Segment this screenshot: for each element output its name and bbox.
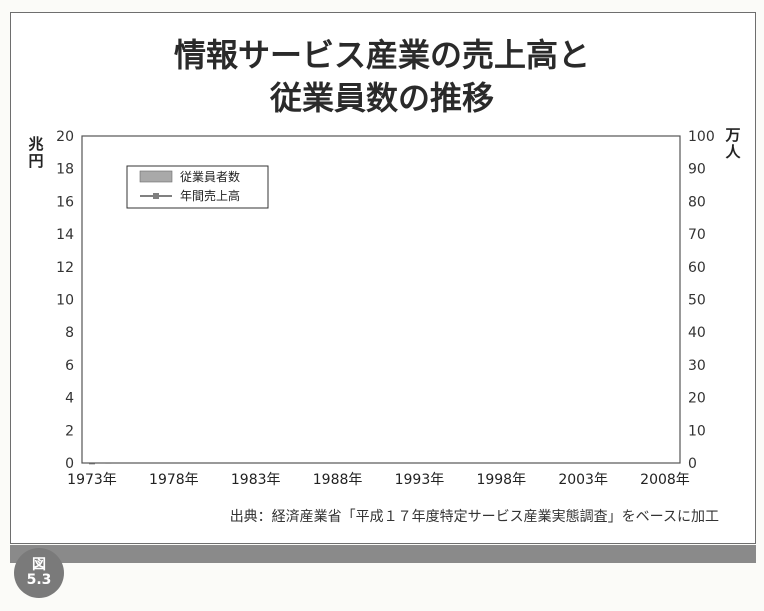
left-axis-tick-label: 10 bbox=[56, 293, 74, 309]
left-axis-tick-label: 2 bbox=[65, 423, 74, 439]
right-axis-tick-label: 30 bbox=[688, 358, 706, 374]
right-axis-tick-label: 50 bbox=[688, 293, 706, 309]
x-axis-tick-label: 1998年 bbox=[476, 472, 526, 488]
right-axis-tick-label: 100 bbox=[688, 129, 715, 145]
left-axis-tick-label: 16 bbox=[56, 194, 74, 210]
right-axis-tick-label: 90 bbox=[688, 162, 706, 178]
right-axis-tick-label: 80 bbox=[688, 194, 706, 210]
right-axis-tick-label: 60 bbox=[688, 260, 706, 276]
left-axis-unit-label: 兆 bbox=[28, 135, 43, 153]
right-axis-tick-label: 70 bbox=[688, 227, 706, 243]
left-axis-tick-label: 18 bbox=[56, 162, 74, 178]
right-axis-unit-label: 万 bbox=[724, 126, 740, 144]
label-layer: 0 2 4 6 8 10 12 14 16 18 20 0 10 20 30 40 50 60 70 80 90 100 兆… bbox=[28, 126, 741, 525]
legend-label-revenue: 年間売上高 bbox=[180, 188, 240, 203]
legend-label-employees: 従業員者数 bbox=[180, 169, 240, 184]
left-axis-tick-label: 8 bbox=[65, 325, 74, 341]
x-axis-tick-label: 1983年 bbox=[231, 472, 281, 488]
right-axis-tick-label: 0 bbox=[688, 456, 697, 472]
right-axis-tick-label: 40 bbox=[688, 325, 706, 341]
left-axis-tick-label: 4 bbox=[65, 391, 74, 407]
figure-number-badge: 図 5.3 bbox=[14, 548, 64, 598]
figure-number: 5.3 bbox=[26, 572, 52, 588]
right-axis-tick-label: 20 bbox=[688, 391, 706, 407]
x-axis-tick-label: 1973年 bbox=[67, 472, 117, 488]
source-note: 出典：経済産業省「平成１７年度特定サービス産業実態調査」をベースに加工 bbox=[230, 509, 719, 525]
left-axis-tick-label: 12 bbox=[56, 260, 74, 276]
left-axis-tick-label: 20 bbox=[56, 129, 74, 145]
left-axis-tick-label: 6 bbox=[65, 358, 74, 374]
right-axis-unit-label: 人 bbox=[725, 143, 741, 161]
x-axis-tick-label: 1978年 bbox=[149, 472, 199, 488]
left-axis-tick-label: 14 bbox=[56, 227, 74, 243]
left-axis-tick-label: 0 bbox=[65, 456, 74, 472]
legend-swatch-employees bbox=[139, 170, 173, 183]
figure-label: 図 bbox=[32, 557, 46, 574]
x-axis-tick-label: 2003年 bbox=[558, 472, 608, 488]
footer-bar bbox=[10, 545, 756, 563]
x-axis-tick-label: 2008年 bbox=[640, 472, 690, 488]
x-axis-tick-label: 1988年 bbox=[313, 472, 363, 488]
x-axis-tick-label: 1993年 bbox=[395, 472, 445, 488]
chart-title-line: 従業員数の推移 bbox=[269, 79, 494, 117]
legend-swatch-revenue-marker bbox=[153, 193, 159, 199]
chart-title-line: 情報サービス産業の売上高と bbox=[174, 36, 590, 74]
right-axis-tick-label: 10 bbox=[688, 423, 706, 439]
left-axis-unit-label: 円 bbox=[28, 152, 43, 170]
